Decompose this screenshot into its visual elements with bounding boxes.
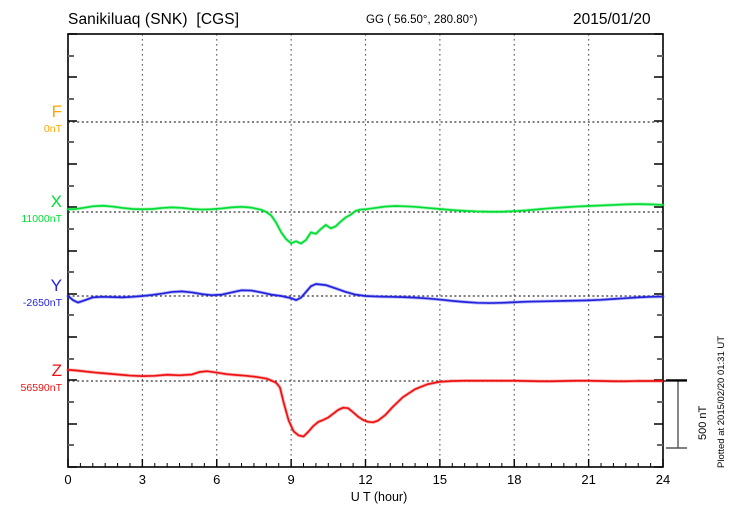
- component-baseline-value-x: 11000nT: [21, 213, 62, 225]
- x-tick-label-18: 18: [507, 472, 522, 487]
- component-label-y: Y -2650nT: [23, 277, 62, 309]
- component-label-x: X 11000nT: [21, 193, 62, 225]
- component-letter-f: F: [51, 102, 62, 121]
- component-label-f: F 0nT: [44, 103, 62, 135]
- plotted-at-label: Plotted at 2015/02/20 01:31 UT: [716, 335, 727, 468]
- x-axis-title: U T (hour): [0, 490, 730, 504]
- geographic-coordinates-label: GG ( 56.50°, 280.80°): [366, 14, 478, 26]
- x-tick-label-24: 24: [655, 472, 671, 487]
- x-tick-label-21: 21: [581, 472, 596, 487]
- grid-lines: [141, 34, 590, 467]
- component-letter-z: Z: [51, 361, 62, 380]
- data-traces: [66, 202, 665, 439]
- component-letter-x: X: [50, 192, 62, 211]
- x-tick-label-12: 12: [358, 472, 373, 487]
- baseline-reference-lines: [68, 121, 663, 382]
- page-title: Sanikiluaq (SNK) [CGS]: [68, 11, 240, 28]
- scale-bar: [663, 379, 687, 449]
- observation-date: 2015/01/20: [573, 11, 651, 28]
- x-tick-label-15: 15: [432, 472, 448, 487]
- x-axis-title-text: U T (hour): [350, 490, 408, 504]
- y-axis-ticks: [68, 33, 663, 468]
- component-baseline-value-y: -2650nT: [22, 297, 62, 309]
- component-baseline-value-z: 56590nT: [20, 382, 62, 394]
- scale-bar-label: 500 nT: [697, 405, 709, 440]
- component-letter-y: Y: [50, 276, 62, 295]
- x-tick-label-6: 6: [213, 472, 221, 487]
- x-axis-ticks: [67, 459, 664, 467]
- component-baseline-value-f: 0nT: [43, 123, 62, 135]
- x-tick-label-9: 9: [287, 472, 295, 487]
- component-label-z: Z 56590nT: [21, 362, 62, 394]
- x-tick-label-3: 3: [138, 472, 146, 487]
- x-tick-label-0: 0: [64, 472, 72, 487]
